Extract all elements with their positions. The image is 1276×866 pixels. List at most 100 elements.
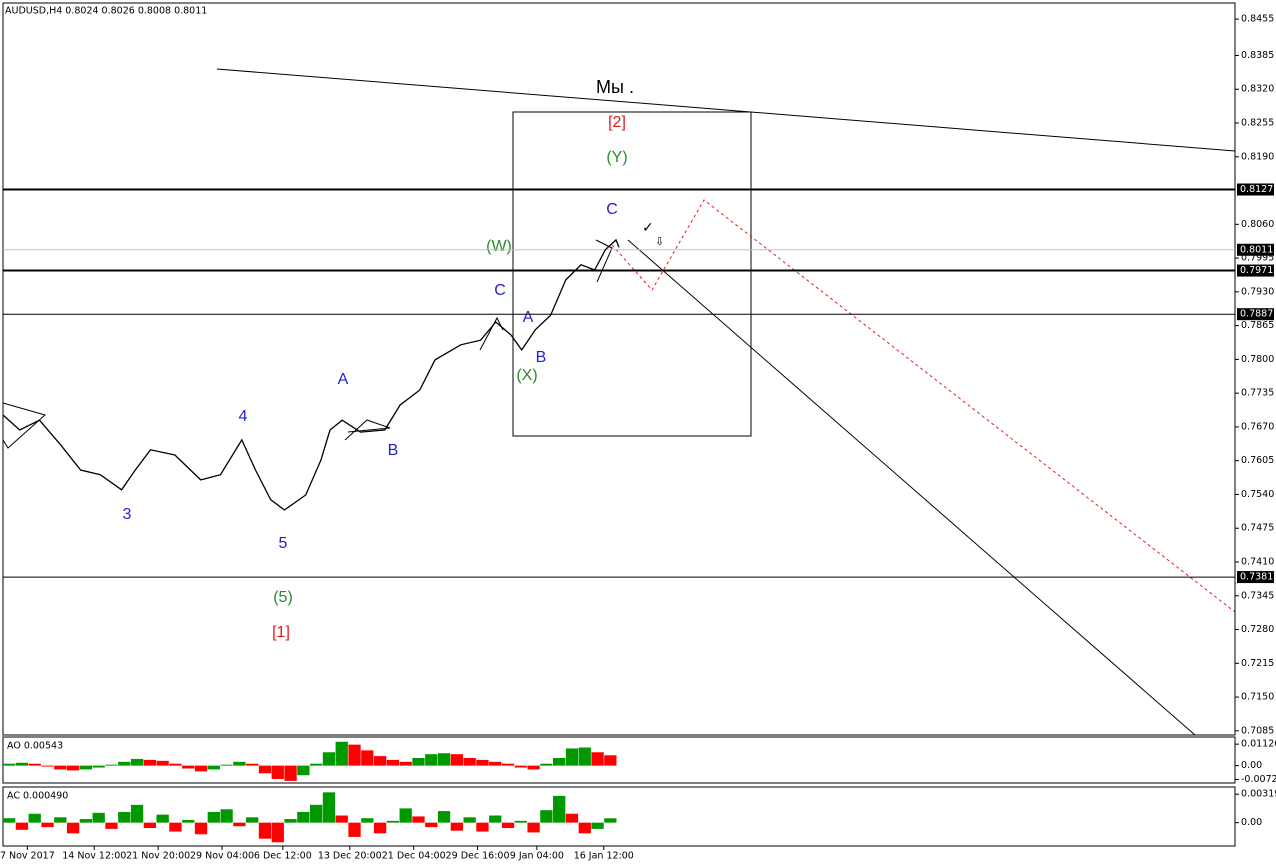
- histogram-bar: [450, 822, 463, 831]
- annotation: Мы .: [596, 77, 634, 97]
- x-tick-label: 29 Dec 16:00: [446, 851, 510, 862]
- histogram-bar: [79, 819, 93, 823]
- annotation: 4: [239, 408, 248, 425]
- projection-line: [627, 239, 1196, 736]
- y-tick-label: 0.8320: [1241, 84, 1274, 95]
- price-level-label: 0.7971: [1240, 265, 1273, 276]
- histogram-bar: [604, 818, 617, 823]
- histogram-bar: [565, 748, 579, 766]
- histogram-bar: [310, 804, 323, 823]
- annotation: [1]: [272, 624, 290, 641]
- histogram-bar: [591, 752, 604, 766]
- panel: [2, 736, 1236, 784]
- histogram-bar: [501, 763, 515, 766]
- annotation: B: [536, 349, 547, 366]
- x-tick-label: 21 Dec 04:00: [382, 851, 446, 862]
- histogram-bar: [591, 822, 604, 829]
- histogram-bar: [143, 822, 156, 828]
- triangle: [344, 419, 391, 441]
- annotation: A: [523, 309, 534, 326]
- histogram-bar: [501, 822, 515, 828]
- histogram-bar: [463, 757, 476, 766]
- price-level-label: 0.8011: [1240, 244, 1273, 255]
- x-tick-label: 29 Nov 04:00: [190, 851, 254, 862]
- y-tick-label: 0.7995: [1241, 253, 1274, 264]
- histogram-bar: [246, 817, 259, 823]
- histogram-bar: [66, 765, 80, 771]
- y-tick-label: 0.7865: [1241, 320, 1274, 331]
- histogram-bar: [399, 808, 412, 823]
- y-tick-label: 0.7605: [1241, 455, 1274, 466]
- histogram-bar: [527, 765, 540, 770]
- indicator-title: AO 0.00543: [7, 741, 63, 752]
- histogram-bar: [3, 763, 16, 766]
- histogram-bar: [310, 763, 323, 766]
- y-tick-label: 0.8060: [1241, 219, 1274, 230]
- histogram-bar: [386, 820, 400, 823]
- histogram-bar: [220, 809, 233, 823]
- histogram-bar: [476, 759, 489, 766]
- histogram-bar: [143, 759, 156, 766]
- histogram-bar: [489, 761, 502, 766]
- indicator-title: AC 0.000490: [7, 791, 68, 802]
- histogram-bar: [540, 763, 553, 766]
- histogram-bar: [437, 811, 451, 823]
- histogram-bar: [169, 763, 182, 766]
- histogram-bar: [386, 759, 400, 766]
- y-tick-label: 0.7280: [1241, 624, 1274, 635]
- histogram-bar: [425, 754, 438, 766]
- histogram-bar: [233, 822, 246, 827]
- annotation: B: [388, 442, 399, 459]
- histogram-bar: [284, 765, 297, 781]
- annotation: [2]: [608, 114, 626, 131]
- chart-title: AUDUSD,H4 0.8024 0.8026 0.8008 0.8011: [5, 6, 207, 17]
- triangle: [2, 402, 47, 449]
- histogram-bar: [553, 795, 566, 823]
- annotation: C: [606, 201, 618, 218]
- histogram-bar: [118, 811, 131, 823]
- histogram-bar: [220, 764, 233, 766]
- y-tick-label: 0.8455: [1241, 14, 1274, 25]
- histogram-bar: [489, 815, 502, 823]
- y-tick-label: 0.7345: [1241, 590, 1274, 601]
- histogram-bar: [15, 762, 29, 766]
- y-tick-label: 0.7670: [1241, 421, 1274, 432]
- histogram-bar: [335, 815, 348, 823]
- histogram-bar: [182, 765, 195, 769]
- y-tick-label: 0.7085: [1241, 725, 1274, 736]
- x-tick-label: 21 Nov 20:00: [126, 851, 190, 862]
- y-tick-label: 0.7150: [1241, 692, 1274, 703]
- histogram-bar: [92, 812, 105, 823]
- panel: [2, 2, 1236, 736]
- histogram-bar: [130, 804, 144, 823]
- y-tick-label: 0.7410: [1241, 557, 1274, 568]
- annotation: C: [494, 282, 506, 299]
- check-icon: ✓: [642, 220, 654, 236]
- histogram-bar: [130, 758, 144, 766]
- histogram-bar: [28, 813, 41, 823]
- histogram-bar: [297, 765, 310, 776]
- histogram-bar: [92, 765, 105, 768]
- price-level-box: [1237, 264, 1274, 277]
- histogram-bar: [553, 757, 566, 766]
- annotation: (X): [516, 367, 537, 384]
- histogram-bar: [578, 747, 591, 766]
- histogram-bar: [54, 765, 67, 770]
- arrow-icon: ⇩: [655, 235, 664, 248]
- annotation: A: [338, 371, 349, 388]
- histogram-bar: [463, 817, 476, 823]
- histogram-bar: [373, 756, 387, 766]
- histogram-bar: [284, 819, 297, 823]
- histogram-bar: [565, 813, 579, 823]
- histogram-bar: [271, 765, 284, 779]
- trend-line: [216, 68, 1236, 152]
- y-tick-label: 0.00: [1241, 817, 1262, 828]
- histogram-bar: [476, 822, 489, 832]
- histogram-bar: [3, 818, 16, 823]
- histogram-bar: [54, 817, 67, 823]
- histogram-bar: [335, 741, 348, 766]
- histogram-bar: [258, 822, 272, 839]
- histogram-bar: [348, 744, 361, 766]
